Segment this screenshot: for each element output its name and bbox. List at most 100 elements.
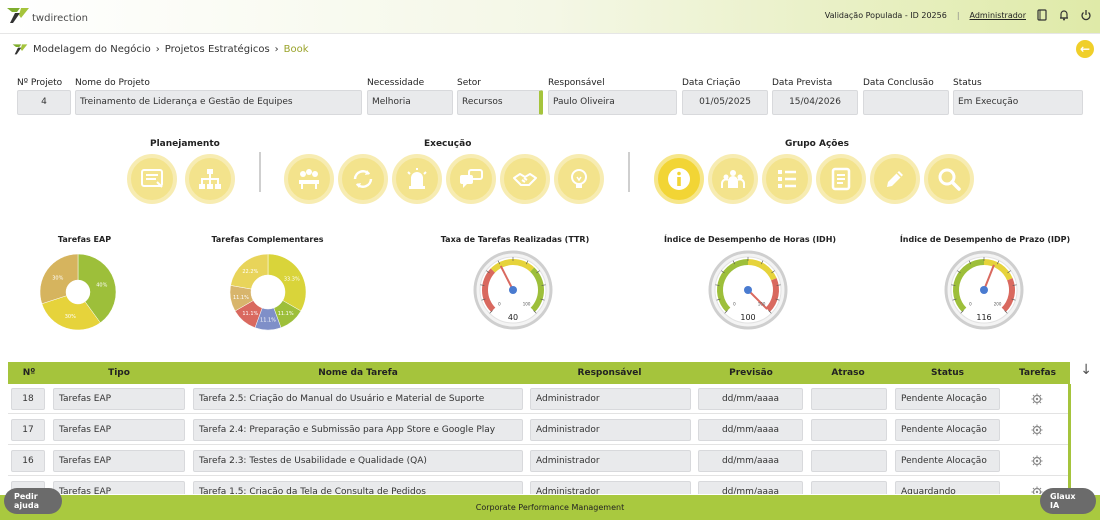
row-delay[interactable] xyxy=(811,388,887,410)
pie-slice[interactable] xyxy=(230,253,269,290)
pie-chart-comp: 33.3%11.1%11.1%11.1%11.1%22.2% xyxy=(229,253,307,331)
col-name[interactable]: Nome da Tarefa xyxy=(318,368,398,378)
user-link[interactable]: Administrador xyxy=(969,10,1026,20)
row-type[interactable]: Tarefas EAP xyxy=(53,388,185,410)
col-status[interactable]: Status xyxy=(931,368,964,378)
book-icon[interactable] xyxy=(1036,9,1048,21)
chart-title-idh: Índice de Desempenho de Horas (IDH) xyxy=(663,235,837,244)
ai-button[interactable]: Glaux IA xyxy=(1040,488,1096,514)
execution-alert-button[interactable] xyxy=(392,154,442,204)
row-name[interactable]: Tarefa 2.3: Testes de Usabilidade e Qual… xyxy=(193,450,523,472)
gauge-hub xyxy=(509,286,517,294)
breadcrumb-item-projetos[interactable]: Projetos Estratégicos xyxy=(164,43,270,55)
gear-icon[interactable] xyxy=(1031,486,1043,494)
action-document-button[interactable] xyxy=(816,154,866,204)
handshake-icon xyxy=(513,173,537,186)
planning-hierarchy-button[interactable] xyxy=(185,154,235,204)
execution-cycle-button[interactable] xyxy=(338,154,388,204)
scroll-down-icon[interactable]: ↓ xyxy=(1080,362,1092,378)
row-type[interactable]: Tarefas EAP xyxy=(53,450,185,472)
table-row: Tarefas EAP Tarefa 1.5: Criação da Tela … xyxy=(8,477,1070,494)
gear-icon[interactable] xyxy=(1031,424,1043,436)
owner-field[interactable]: Paulo Oliveira xyxy=(548,90,677,115)
row-num[interactable]: 16 xyxy=(11,450,45,472)
row-name[interactable]: Tarefa 1.5: Criação da Tela de Consulta … xyxy=(193,481,523,494)
row-status[interactable]: Pendente Alocação xyxy=(895,450,1000,472)
created-date-field[interactable]: 01/05/2025 xyxy=(682,90,768,115)
col-num[interactable]: Nº xyxy=(22,368,36,378)
divider xyxy=(259,152,261,192)
info-icon xyxy=(668,168,690,190)
gauge-tick xyxy=(481,298,486,301)
row-num[interactable]: 18 xyxy=(11,388,45,410)
chart-title-ttr: Taxa de Tarefas Realizadas (TTR) xyxy=(440,235,590,244)
gauge-band xyxy=(984,259,1013,281)
table-row: 17 Tarefas EAP Tarefa 2.4: Preparação e … xyxy=(8,415,1070,445)
gear-icon[interactable] xyxy=(1031,455,1043,467)
status-field[interactable]: Em Execução xyxy=(953,90,1083,115)
label-completed: Data Conclusão xyxy=(863,78,934,88)
row-status[interactable]: Pendente Alocação xyxy=(895,419,1000,441)
row-name[interactable]: Tarefa 2.4: Preparação e Submissão para … xyxy=(193,419,523,441)
row-delay[interactable] xyxy=(811,481,887,494)
breadcrumb-item-modelagem[interactable]: Modelagem do Negócio xyxy=(33,43,151,55)
pie-slice[interactable] xyxy=(41,295,101,331)
row-num[interactable]: 17 xyxy=(11,419,45,441)
col-tasks[interactable]: Tarefas xyxy=(1019,368,1056,378)
row-owner[interactable]: Administrador xyxy=(530,419,691,441)
row-owner[interactable]: Administrador xyxy=(530,388,691,410)
row-type[interactable]: Tarefas EAP xyxy=(53,481,185,494)
need-field[interactable]: Melhoria xyxy=(367,90,453,115)
row-owner[interactable]: Administrador xyxy=(530,481,691,494)
col-delay[interactable]: Atraso xyxy=(831,368,865,378)
bell-icon[interactable] xyxy=(1058,9,1070,21)
project-num-field[interactable]: 4 xyxy=(17,90,71,115)
brand-logo[interactable]: twdirection xyxy=(6,6,88,24)
pie-slice-label: 22.2% xyxy=(242,269,258,275)
search-icon xyxy=(938,168,961,191)
row-type[interactable]: Tarefas EAP xyxy=(53,419,185,441)
row-owner[interactable]: Administrador xyxy=(530,450,691,472)
col-type[interactable]: Tipo xyxy=(108,368,130,378)
action-search-button[interactable] xyxy=(924,154,974,204)
row-status[interactable]: Aguardando xyxy=(895,481,1000,494)
pie-slice[interactable] xyxy=(39,253,79,305)
planned-date-field[interactable]: 15/04/2026 xyxy=(772,90,858,115)
col-forecast[interactable]: Previsão xyxy=(729,368,773,378)
row-forecast[interactable]: dd/mm/aaaa xyxy=(698,419,803,441)
execution-idea-button[interactable] xyxy=(554,154,604,204)
pie-slice-label: 11.1% xyxy=(260,318,276,324)
row-status[interactable]: Pendente Alocação xyxy=(895,388,1000,410)
action-info-button[interactable] xyxy=(654,154,704,204)
action-people-button[interactable] xyxy=(708,154,758,204)
row-forecast[interactable]: dd/mm/aaaa xyxy=(698,388,803,410)
row-forecast[interactable]: dd/mm/aaaa xyxy=(698,481,803,494)
row-delay[interactable] xyxy=(811,419,887,441)
planning-notes-button[interactable] xyxy=(127,154,177,204)
document-icon xyxy=(831,167,851,191)
pie-slice[interactable] xyxy=(267,253,307,312)
execution-team-button[interactable] xyxy=(284,154,334,204)
gear-icon[interactable] xyxy=(1031,393,1043,405)
execution-chat-button[interactable] xyxy=(446,154,496,204)
gauge-tick xyxy=(732,260,736,265)
power-icon[interactable] xyxy=(1080,9,1092,21)
pie-slice-label: 11.1% xyxy=(233,295,249,301)
row-delay[interactable] xyxy=(811,450,887,472)
row-forecast[interactable]: dd/mm/aaaa xyxy=(698,450,803,472)
action-edit-button[interactable] xyxy=(870,154,920,204)
help-button[interactable]: Pedir ajuda xyxy=(4,488,62,514)
col-owner[interactable]: Responsável xyxy=(577,368,642,378)
project-name-field[interactable]: Treinamento de Liderança e Gestão de Equ… xyxy=(75,90,362,115)
gauge-tick xyxy=(1007,270,1011,274)
team-meeting-icon xyxy=(299,169,319,189)
chat-icon xyxy=(460,169,483,188)
action-list-button[interactable] xyxy=(762,154,812,204)
execution-handshake-button[interactable] xyxy=(500,154,550,204)
pie-slice[interactable] xyxy=(77,253,117,324)
row-name[interactable]: Tarefa 2.5: Criação do Manual do Usuário… xyxy=(193,388,523,410)
gauge-min-label: 0 xyxy=(498,302,501,307)
completed-date-field[interactable] xyxy=(863,90,949,115)
sector-field[interactable]: Recursos xyxy=(457,90,543,115)
back-button[interactable]: ← xyxy=(1076,40,1094,58)
